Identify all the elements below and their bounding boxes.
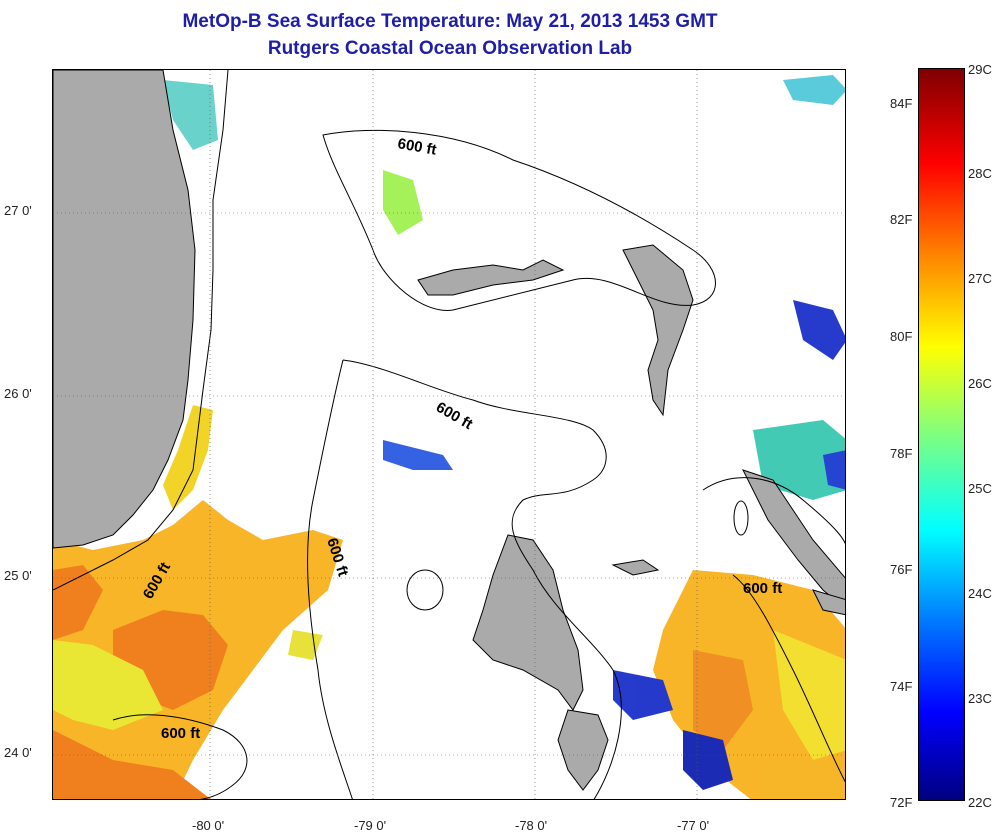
colorbar-f-84: 84F (890, 96, 913, 111)
longitude-label-78: -78 0' (515, 818, 548, 833)
land-eleuthera (742, 469, 845, 609)
land-florida (53, 70, 196, 549)
colorbar-f-80: 80F (890, 329, 913, 344)
contour-southeast-outer (702, 477, 845, 545)
land-southeast-bits (812, 589, 845, 616)
contour-gbi (322, 129, 716, 311)
sst-patch-cyan-east (753, 420, 845, 500)
sst-patch-blue-center (383, 440, 453, 470)
sst-patch-east-coast (163, 405, 213, 510)
longitude-label-80: -80 0' (192, 818, 225, 833)
contour-keys-loop (112, 714, 248, 799)
map-subtitle: Rutgers Coastal Ocean Observation Lab (267, 38, 633, 59)
sst-patch-yellow-small (288, 630, 323, 660)
contour-label-strait: 600 ft (161, 725, 200, 742)
sst-patch-southeast-orange (693, 650, 753, 750)
colorbar-f-82: 82F (890, 212, 913, 227)
colorbar-c-29: 29C (968, 62, 992, 77)
latitude-label-26: 26 0' (4, 386, 32, 401)
contour-label-southeast: 600 ft (743, 580, 782, 597)
sst-overlay (53, 75, 845, 799)
latitude-label-27: 27 0' (4, 203, 32, 218)
colorbar-f-78: 78F (890, 446, 913, 461)
longitude-label-77: -77 0' (677, 818, 710, 833)
land-andros-south (557, 709, 609, 791)
land-exuma-bits (611, 559, 660, 576)
colorbar-c-27: 27C (968, 271, 992, 286)
contour-seamount (406, 569, 444, 611)
sst-patch-green-gbi (383, 170, 423, 235)
latitude-label-25: 25 0' (4, 568, 32, 583)
colorbar-f-72: 72F (890, 795, 913, 810)
graticule (53, 70, 845, 799)
contour-label-bank: 600 ft (433, 399, 475, 433)
sst-patch-blue-2 (683, 730, 733, 790)
sst-patch-blue-1 (613, 670, 673, 720)
sst-patch-strait-orange (53, 730, 211, 799)
contour-label-gbi: 600 ft (396, 135, 438, 159)
colorbar-c-24: 24C (968, 586, 992, 601)
colorbar-c-28: 28C (968, 166, 992, 181)
colorbar-f-76: 76F (890, 562, 913, 577)
bathymetry-contours (53, 70, 845, 799)
sst-patch-cyan-north (163, 80, 218, 150)
contour-southeast-oval (733, 500, 749, 536)
longitude-label-79: -79 0' (354, 818, 387, 833)
sst-patch-keys-yellow (53, 640, 163, 730)
latitude-label-24: 24 0' (4, 745, 32, 760)
colorbar-c-23: 23C (968, 691, 992, 706)
land-grand-bahama (417, 259, 565, 296)
sst-patch-cyan-ne (783, 75, 845, 105)
land (53, 70, 845, 791)
colorbar-c-22: 22C (968, 795, 992, 810)
contour-bahama-bank (342, 359, 622, 799)
sst-patch-blue-east (823, 450, 845, 490)
land-andros (472, 534, 584, 711)
contour-southeast-inner (732, 574, 845, 783)
colorbar (918, 68, 965, 801)
colorbar-f-74: 74F (890, 679, 913, 694)
land-abaco (622, 244, 694, 417)
contour-bank-west (307, 359, 353, 799)
sst-patch-blue-ne (793, 300, 845, 360)
map-svg: 600 ft 600 ft 600 ft 600 ft 600 ft 600 f… (53, 70, 845, 799)
contour-florida-shelf (53, 70, 229, 591)
map-area: 600 ft 600 ft 600 ft 600 ft 600 ft 600 f… (52, 69, 846, 800)
map-title: MetOp-B Sea Surface Temperature: May 21,… (182, 11, 718, 32)
sst-patch-southeast-yellow (773, 630, 845, 760)
colorbar-c-25: 25C (968, 481, 992, 496)
colorbar-c-26: 26C (968, 376, 992, 391)
